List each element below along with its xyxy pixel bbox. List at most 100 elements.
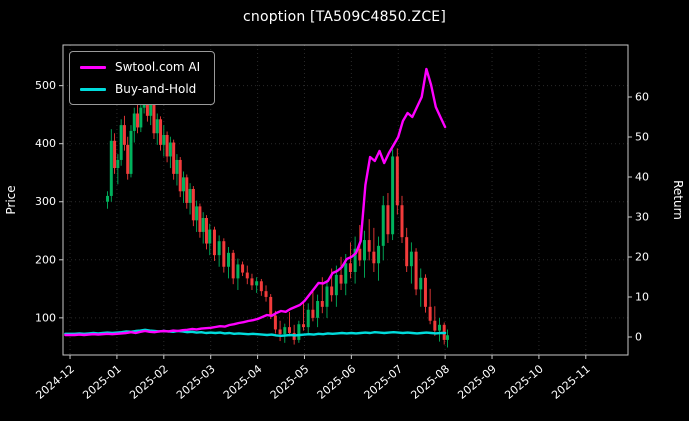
chart-title: cnoption [TA509C4850.ZCE]	[242, 9, 447, 25]
candle-body	[269, 296, 273, 316]
candle-body	[185, 177, 189, 203]
candle-body	[149, 101, 153, 116]
candle-body	[208, 229, 212, 244]
candle-body	[419, 277, 423, 290]
candle-body	[438, 324, 442, 331]
candle-body	[191, 188, 195, 221]
x-tick-label: 2025-10	[502, 362, 546, 402]
candle-body	[381, 205, 385, 246]
x-tick-label: 2025-08	[408, 362, 452, 402]
candle-body	[358, 248, 362, 261]
legend-label-ai: Swtool.com AI	[115, 60, 201, 74]
candle-body	[106, 195, 110, 202]
candle-body	[367, 240, 371, 252]
candle-body	[168, 142, 172, 157]
x-tick-label: 2025-01	[80, 362, 124, 402]
x-tick-label: 2025-04	[221, 362, 265, 402]
y-left-tick-label: 400	[35, 137, 56, 150]
x-tick-label: 2025-11	[549, 362, 593, 402]
candle-body	[433, 320, 437, 331]
candle-body	[159, 119, 163, 145]
candle-body	[386, 205, 390, 235]
candle-body	[311, 309, 315, 318]
legend-item-ai: Swtool.com AI	[80, 60, 200, 74]
candle-body	[217, 241, 221, 256]
y-right-tick-label: 20	[635, 251, 649, 264]
candle-body	[236, 264, 240, 279]
candle-body	[316, 301, 320, 318]
series-line	[64, 67, 447, 337]
candle-body	[391, 156, 395, 235]
candle-body	[428, 306, 432, 321]
y-right-tick-label: 10	[635, 291, 649, 304]
candle-body	[222, 241, 226, 267]
y-left-tick-label: 500	[35, 79, 56, 92]
x-tick-label: 2025-06	[315, 362, 359, 402]
candle-body	[395, 156, 399, 206]
candle-body	[273, 315, 277, 330]
candle-body	[372, 251, 376, 264]
candle-body	[182, 177, 186, 192]
x-tick-label: 2025-07	[362, 362, 406, 402]
candle-body	[302, 324, 306, 328]
candle-body	[259, 281, 263, 292]
candle-body	[119, 125, 123, 160]
candle-body	[204, 217, 208, 244]
candle-body	[178, 159, 182, 192]
candle-body	[155, 119, 159, 134]
y-right-tick-label: 0	[635, 331, 642, 344]
candle-body	[129, 130, 133, 174]
candle-body	[109, 140, 113, 196]
y-right-tick-label: 30	[635, 211, 649, 224]
candle-body	[172, 142, 176, 174]
candle-body	[334, 274, 338, 296]
candle-body	[188, 188, 192, 203]
candle-body	[245, 272, 249, 279]
buy-and-hold-line-swatch	[80, 87, 106, 91]
ai-line-swatch	[80, 65, 106, 69]
candle-body	[414, 251, 418, 290]
candle-body	[400, 205, 404, 238]
candle-body	[126, 144, 130, 174]
candle-body	[306, 309, 310, 328]
candle-body	[212, 229, 216, 256]
candle-body	[198, 206, 202, 232]
y-left-tick-label: 100	[35, 311, 56, 324]
chart-legend: Swtool.com AI Buy-and-Hold	[69, 51, 216, 105]
y-left-tick-label: 200	[35, 253, 56, 266]
legend-label-buy-and-hold: Buy-and-Hold	[115, 82, 197, 96]
candle-body	[113, 140, 117, 169]
y-right-axis-label: Return	[671, 180, 685, 220]
candle-body	[287, 327, 291, 333]
legend-item-buy-and-hold: Buy-and-Hold	[80, 82, 200, 96]
y-right-tick-label: 60	[635, 91, 649, 104]
x-tick-label: 2025-09	[455, 362, 499, 402]
y-right-tick-label: 40	[635, 171, 649, 184]
candle-body	[195, 206, 199, 221]
candle-body	[353, 248, 357, 272]
y-left-tick-label: 300	[35, 195, 56, 208]
candle-body	[165, 134, 169, 157]
x-tick-label: 2025-03	[174, 362, 218, 402]
candle-body	[283, 327, 287, 335]
x-tick-label: 2025-02	[127, 362, 171, 402]
candle-body	[423, 277, 427, 307]
candle-body	[325, 286, 329, 307]
candle-body	[330, 286, 334, 296]
y-left-axis-label: Price	[4, 185, 18, 214]
candle-body	[241, 264, 245, 273]
candle-body	[320, 301, 324, 307]
candle-body	[175, 159, 179, 174]
candle-body	[362, 240, 366, 261]
candle-body	[162, 134, 166, 145]
x-tick-label: 2025-05	[268, 362, 312, 402]
candle-body	[116, 159, 120, 169]
candle-body	[255, 281, 259, 286]
candle-body	[122, 125, 126, 145]
candle-body	[377, 245, 381, 264]
candle-body	[201, 217, 205, 232]
candle-body	[139, 107, 143, 128]
candle-body	[264, 291, 268, 297]
candle-body	[344, 263, 348, 284]
